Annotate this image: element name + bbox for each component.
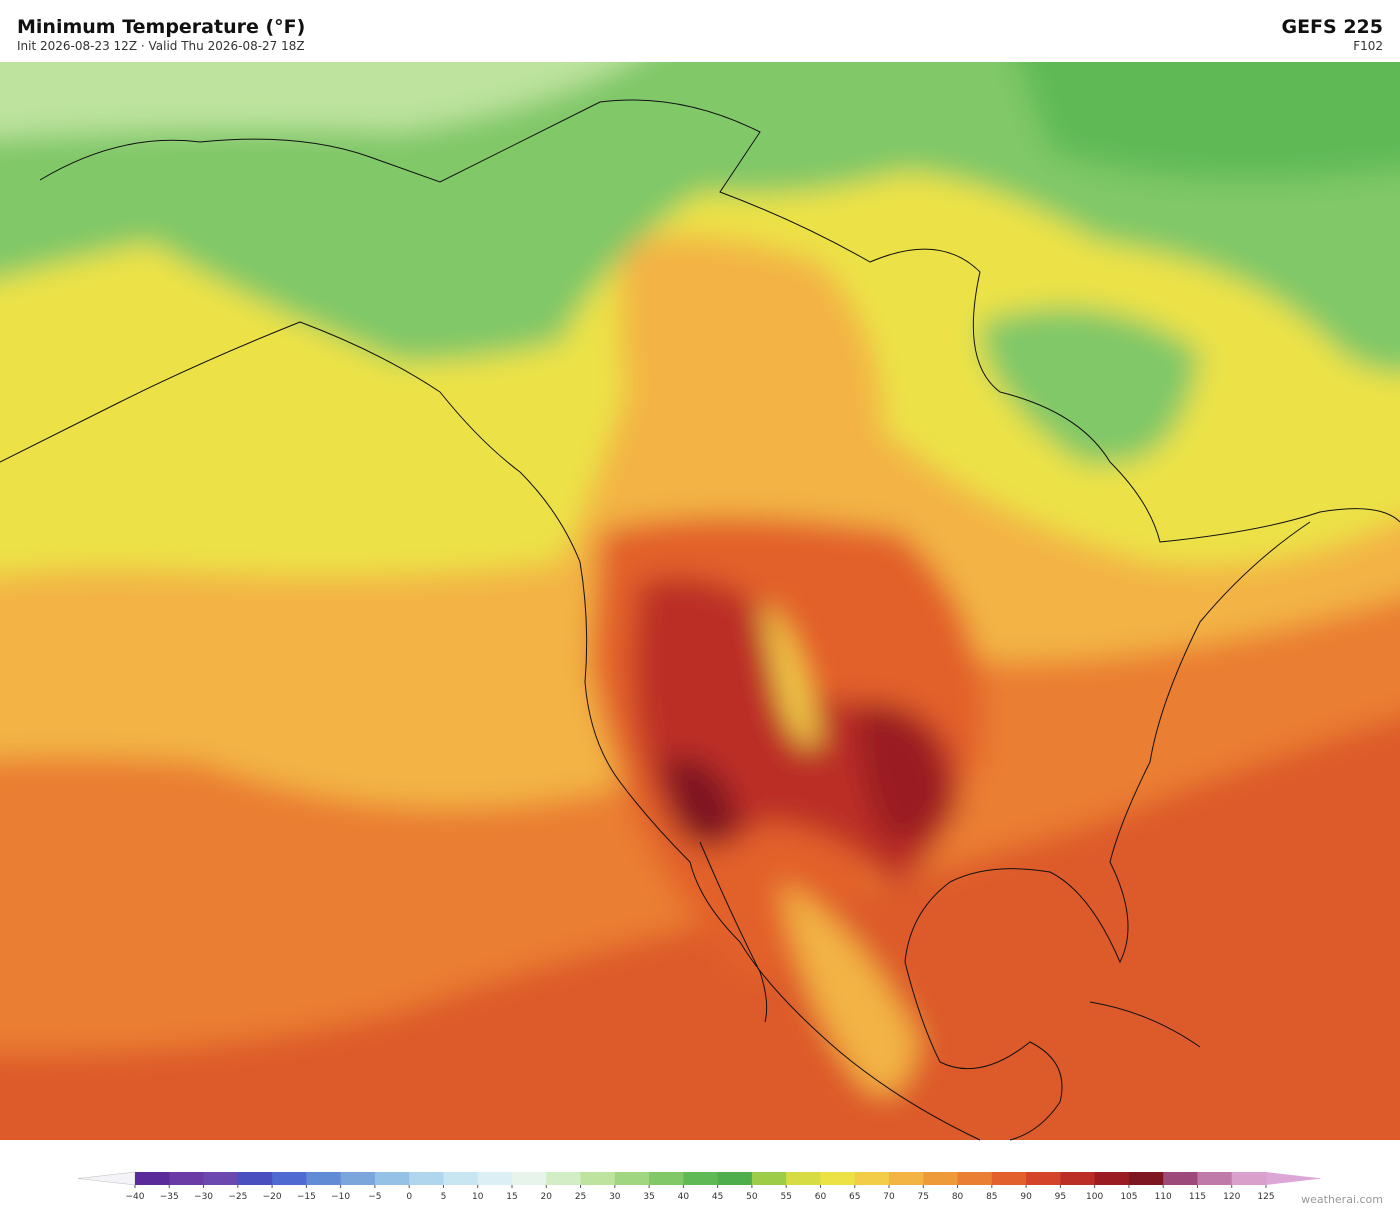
colorbar-bin <box>477 1172 513 1185</box>
colorbar-tick-label: 45 <box>712 1192 723 1202</box>
colorbar-bin <box>991 1172 1027 1185</box>
colorbar-bin <box>169 1172 205 1185</box>
colorbar-tick-label: 105 <box>1120 1192 1137 1202</box>
colorbar-bin <box>957 1172 993 1185</box>
subtitle: Init 2026-08-23 12Z · Valid Thu 2026-08-… <box>17 39 305 53</box>
colorbar-bin <box>237 1172 273 1185</box>
colorbar-tick-label: −35 <box>160 1192 179 1202</box>
colorbar-tick-label: 20 <box>541 1192 553 1202</box>
colorbar-tick-label: 70 <box>883 1192 895 1202</box>
colorbar-tick-label: 95 <box>1055 1192 1066 1202</box>
colorbar-bin <box>1060 1172 1096 1185</box>
colorbar-tick-label: 15 <box>506 1192 517 1202</box>
colorbar-tick-label: 35 <box>643 1192 654 1202</box>
colorbar-bin <box>786 1172 821 1185</box>
colorbar-bin <box>923 1172 959 1185</box>
colorbar: −40 −35 −30 −25 −20 −15 −10 −5 0 5 10 15 20 25 30 35 40 4… <box>77 1171 1322 1202</box>
colorbar-tick-label: 115 <box>1189 1192 1206 1202</box>
colorbar-bin <box>649 1172 684 1185</box>
colorbar-bin <box>374 1172 410 1185</box>
colorbar-bin <box>135 1172 170 1185</box>
model: GEFS 225 <box>1281 16 1383 38</box>
colorbar-bin <box>889 1172 924 1185</box>
colorbar-tick-label: 110 <box>1155 1192 1172 1202</box>
map <box>0 62 1400 1141</box>
colorbar-bin <box>203 1172 239 1185</box>
colorbar-tick-label: 55 <box>780 1192 791 1202</box>
credit: weatherai.com <box>1301 1193 1383 1206</box>
colorbar-tick-label: 65 <box>849 1192 860 1202</box>
colorbar-tick-label: 60 <box>815 1192 827 1202</box>
colorbar-bin <box>1094 1172 1130 1185</box>
colorbar-bin <box>1128 1172 1164 1185</box>
colorbar-tick-label: −20 <box>263 1192 282 1202</box>
temperature-field <box>0 62 1400 1140</box>
colorbar-tick-label: −15 <box>297 1192 316 1202</box>
colorbar-tick-label: 90 <box>1020 1192 1032 1202</box>
colorbar-bin <box>272 1172 307 1185</box>
forecast-hour: F102 <box>1353 39 1383 53</box>
colorbar-tick-label: 120 <box>1223 1192 1240 1202</box>
colorbar-bin <box>409 1172 444 1185</box>
colorbar-tick-label: 0 <box>406 1192 412 1202</box>
colorbar-tick-label: 50 <box>746 1192 758 1202</box>
colorbar-bin <box>306 1172 342 1185</box>
colorbar-tick-label: 75 <box>918 1192 929 1202</box>
colorbar-tick-label: 80 <box>952 1192 964 1202</box>
colorbar-bin <box>340 1172 376 1185</box>
colorbar-over <box>1266 1172 1322 1185</box>
colorbar-tick-label: 25 <box>575 1192 586 1202</box>
colorbar-bin <box>1163 1172 1198 1185</box>
colorbar-bin <box>580 1172 616 1185</box>
colorbar-tick-label: −10 <box>331 1192 350 1202</box>
colorbar-bin <box>614 1172 650 1185</box>
colorbar-bin <box>683 1172 719 1185</box>
colorbar-bin <box>854 1172 890 1185</box>
coastlines <box>0 99 1400 1141</box>
colorbar-tick-label: −40 <box>126 1192 145 1202</box>
colorbar-bin <box>1197 1172 1233 1185</box>
colorbar-tick-label: 10 <box>472 1192 484 1202</box>
colorbar-bin <box>820 1172 856 1185</box>
colorbar-tick-label: −25 <box>228 1192 247 1202</box>
colorbar-bin <box>512 1172 547 1185</box>
colorbar-bin <box>546 1172 582 1185</box>
colorbar-tick-label: 40 <box>678 1192 690 1202</box>
title: Minimum Temperature (°F) <box>17 16 306 38</box>
colorbar-bin <box>717 1172 753 1185</box>
colorbar-tick-label: 125 <box>1257 1192 1274 1202</box>
colorbar-bin <box>1231 1172 1267 1185</box>
colorbar-tick-label: 30 <box>609 1192 621 1202</box>
colorbar-tick-label: −5 <box>368 1192 381 1202</box>
colorbar-tick-label: 100 <box>1086 1192 1103 1202</box>
colorbar-bin <box>751 1172 787 1185</box>
colorbar-tick-label: 85 <box>986 1192 997 1202</box>
colorbar-bin <box>1026 1172 1061 1185</box>
colorbar-under <box>77 1171 136 1186</box>
colorbar-tick-label: 5 <box>441 1192 447 1202</box>
colorbar-tick-label: −30 <box>194 1192 213 1202</box>
colorbar-bin <box>443 1172 479 1185</box>
